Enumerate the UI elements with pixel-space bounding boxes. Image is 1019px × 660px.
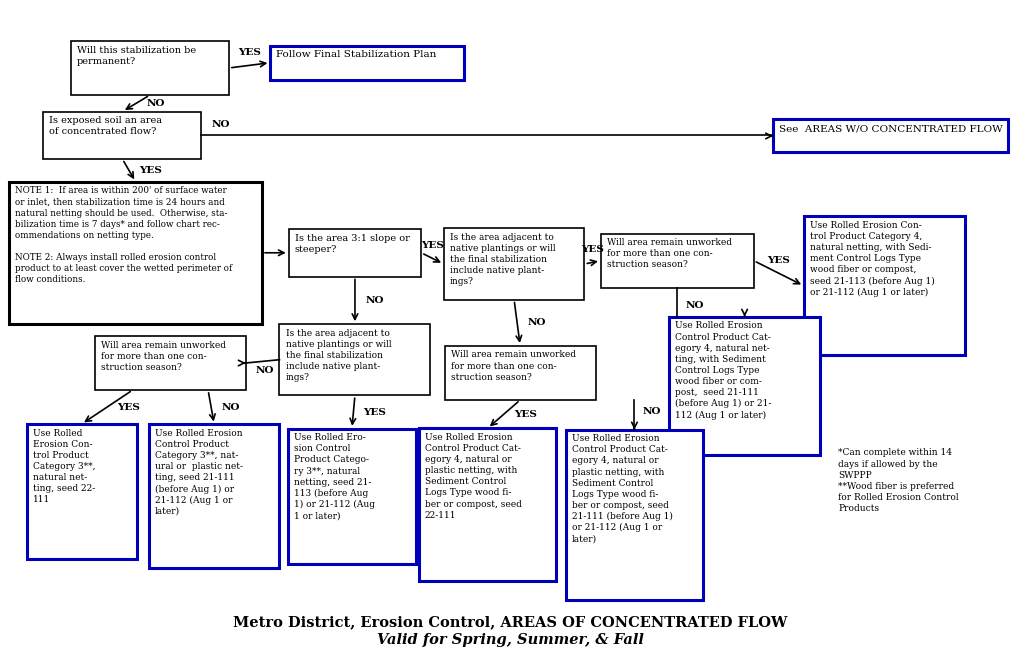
Bar	[95, 336, 246, 390]
Bar	[71, 41, 228, 95]
Text: Use Rolled Erosion
Control Product Cat-
egory 4, natural or
plastic netting, wit: Use Rolled Erosion Control Product Cat- …	[571, 434, 672, 543]
Text: Use Rolled Erosion Con-
trol Product Category 4,
natural netting, with Sedi-
men: Use Rolled Erosion Con- trol Product Cat…	[809, 221, 933, 297]
Bar	[288, 229, 421, 277]
Bar	[9, 182, 262, 324]
Bar	[443, 228, 584, 300]
Text: NO: NO	[147, 99, 165, 108]
Text: Valid for Spring, Summer, & Fall: Valid for Spring, Summer, & Fall	[376, 633, 643, 647]
Text: See  AREAS W/O CONCENTRATED FLOW: See AREAS W/O CONCENTRATED FLOW	[779, 124, 1002, 133]
Bar	[803, 216, 964, 355]
Text: Will this stabilization be
permanent?: Will this stabilization be permanent?	[77, 46, 196, 65]
Text: Will area remain unworked
for more than one con-
struction season?: Will area remain unworked for more than …	[606, 238, 732, 269]
Bar	[149, 424, 279, 568]
Bar	[26, 424, 137, 559]
Text: Use Rolled
Erosion Con-
trol Product
Category 3**,
natural net-
ting, seed 22-
1: Use Rolled Erosion Con- trol Product Cat…	[33, 429, 95, 504]
Text: YES: YES	[117, 403, 140, 412]
Text: Will area remain unworked
for more than one con-
struction season?: Will area remain unworked for more than …	[101, 341, 226, 372]
Text: NO: NO	[212, 119, 230, 129]
Text: Is exposed soil an area
of concentrated flow?: Is exposed soil an area of concentrated …	[49, 116, 162, 136]
Text: YES: YES	[581, 246, 603, 254]
Text: NO: NO	[221, 403, 239, 412]
Text: YES: YES	[364, 407, 386, 416]
Text: Use Rolled Ero-
sion Control
Product Catego-
ry 3**, natural
netting, seed 21-
1: Use Rolled Ero- sion Control Product Cat…	[293, 433, 375, 520]
Text: YES: YES	[421, 242, 443, 250]
Text: YES: YES	[766, 256, 790, 265]
Bar	[270, 46, 464, 80]
Text: NO: NO	[527, 318, 545, 327]
Text: *Can complete within 14
days if allowed by the
SWPPP
**Wood fiber is preferred
f: *Can complete within 14 days if allowed …	[838, 449, 958, 513]
Text: NO: NO	[256, 366, 274, 376]
Text: Use Rolled Erosion
Control Product
Category 3**, nat-
ural or  plastic net-
ting: Use Rolled Erosion Control Product Categ…	[155, 429, 243, 516]
Bar	[419, 428, 556, 581]
Text: NOTE 1:  If area is within 200' of surface water
or inlet, then stabilization ti: NOTE 1: If area is within 200' of surfac…	[15, 187, 232, 284]
Text: Is the area adjacent to
native plantings or will
the final stabilization
include: Is the area adjacent to native plantings…	[449, 233, 555, 286]
Text: Is the area 3:1 slope or
steeper?: Is the area 3:1 slope or steeper?	[294, 234, 410, 253]
Text: NO: NO	[642, 407, 660, 416]
Text: YES: YES	[139, 166, 162, 175]
Text: NO: NO	[685, 301, 703, 310]
Text: Will area remain unworked
for more than one con-
struction season?: Will area remain unworked for more than …	[450, 350, 576, 381]
Bar	[832, 444, 1003, 560]
Bar	[287, 429, 416, 564]
Bar	[668, 317, 819, 455]
Text: Metro District, Erosion Control, AREAS OF CONCENTRATED FLOW: Metro District, Erosion Control, AREAS O…	[232, 614, 787, 629]
Bar	[279, 324, 430, 395]
Bar	[565, 430, 703, 600]
Text: Is the area adjacent to
native plantings or will
the final stabilization
include: Is the area adjacent to native plantings…	[285, 329, 391, 382]
Bar	[772, 119, 1007, 152]
Text: Follow Final Stabilization Plan: Follow Final Stabilization Plan	[276, 50, 436, 59]
Text: NO: NO	[365, 296, 383, 305]
Bar	[600, 234, 753, 288]
Text: YES: YES	[238, 48, 261, 57]
Text: YES: YES	[514, 410, 536, 418]
Text: Use Rolled Erosion
Control Product Cat-
egory 4, natural net-
ting, with Sedimen: Use Rolled Erosion Control Product Cat- …	[675, 321, 770, 420]
Text: Use Rolled Erosion
Control Product Cat-
egory 4, natural or
plastic netting, wit: Use Rolled Erosion Control Product Cat- …	[425, 433, 521, 519]
Bar	[43, 112, 202, 159]
Bar	[444, 346, 595, 400]
